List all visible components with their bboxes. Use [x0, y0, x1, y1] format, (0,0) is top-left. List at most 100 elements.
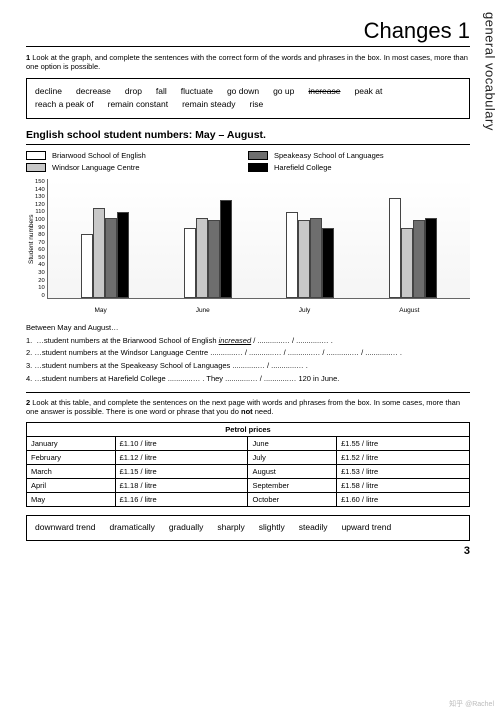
y-tick: 110 [35, 209, 45, 215]
bar-group [389, 198, 437, 298]
table-cell: February [27, 451, 116, 465]
bar [196, 218, 208, 298]
legend-item: Briarwood School of English [26, 151, 248, 160]
legend-swatch [248, 151, 268, 160]
word-box-2: downward trenddramaticallygraduallysharp… [26, 515, 470, 541]
vocab-word: dramatically [109, 521, 154, 535]
page-number: 3 [26, 545, 470, 557]
x-tick: May [94, 307, 106, 314]
vocab-word: slightly [259, 521, 285, 535]
y-axis-label: Student numbers [26, 179, 35, 299]
bar [93, 208, 105, 298]
instruction-1-text: Look at the graph, and complete the sent… [26, 53, 468, 71]
y-tick: 40 [35, 262, 45, 268]
instruction-1: 1 Look at the graph, and complete the se… [26, 53, 470, 72]
x-tick: August [399, 307, 419, 314]
table-row: March£1.15 / litreAugust£1.53 / litre [27, 465, 470, 479]
table-cell: £1.12 / litre [115, 451, 248, 465]
bar [208, 220, 220, 298]
y-tick: 20 [35, 278, 45, 284]
y-tick: 60 [35, 247, 45, 253]
y-axis: 1501401301201101009080706050403020100 [35, 179, 47, 299]
bar [298, 220, 310, 298]
legend-item: Harefield College [248, 163, 470, 172]
legend-swatch [26, 163, 46, 172]
bar-group [286, 212, 334, 298]
vocab-word: fall [156, 85, 167, 99]
questions-block: Between May and August… 1. …student numb… [26, 322, 470, 386]
table-cell: £1.60 / litre [337, 493, 470, 507]
vocab-word: rise [249, 98, 263, 112]
vocab-word: remain constant [108, 98, 168, 112]
bar [322, 228, 334, 298]
table-row: January£1.10 / litreJune£1.55 / litre [27, 437, 470, 451]
word-box-1: decline decrease drop fall fluctuate go down g… [26, 78, 470, 119]
vocab-word: remain steady [182, 98, 235, 112]
table-row: May£1.16 / litreOctober£1.60 / litre [27, 493, 470, 507]
y-tick: 130 [35, 194, 45, 200]
table-cell: £1.58 / litre [337, 479, 470, 493]
vocab-word: decrease [76, 85, 111, 99]
table-cell: £1.16 / litre [115, 493, 248, 507]
vocab-word: drop [125, 85, 142, 99]
legend-item: Speakeasy School of Languages [248, 151, 470, 160]
table-cell: January [27, 437, 116, 451]
vocab-word: go up [273, 85, 294, 99]
vocab-word: increase [308, 85, 340, 99]
table-cell: September [248, 479, 337, 493]
instruction-2-text: Look at this table, and complete the sen… [26, 398, 460, 416]
table-row: April£1.18 / litreSeptember£1.58 / litre [27, 479, 470, 493]
x-tick: June [196, 307, 210, 314]
instruction-2: 2 Look at this table, and complete the s… [26, 398, 470, 417]
q1: 1. …student numbers at the Briarwood Sch… [26, 335, 470, 348]
x-tick: July [299, 307, 311, 314]
legend-label: Harefield College [274, 163, 332, 172]
table-cell: March [27, 465, 116, 479]
bar-group [81, 208, 129, 298]
bar [81, 234, 93, 298]
y-tick: 150 [35, 179, 45, 185]
q2: 2. …student numbers at the Windsor Langu… [26, 347, 470, 360]
petrol-table: Petrol prices January£1.10 / litreJune£1… [26, 422, 470, 507]
bar-chart: Student numbers 150140130120110100908070… [26, 179, 470, 299]
table-cell: £1.15 / litre [115, 465, 248, 479]
bar [425, 218, 437, 298]
vocab-word: sharply [217, 521, 244, 535]
table-cell: £1.10 / litre [115, 437, 248, 451]
worksheet-page: general vocabulary Changes 1 1 Look at t… [0, 0, 500, 712]
vocab-word: steadily [299, 521, 328, 535]
chart-legend: Briarwood School of EnglishSpeakeasy Sch… [26, 151, 470, 175]
table-row: February£1.12 / litreJuly£1.52 / litre [27, 451, 470, 465]
q4: 4. …student numbers at Harefield College… [26, 373, 470, 386]
y-tick: 80 [35, 232, 45, 238]
petrol-header: Petrol prices [27, 423, 470, 437]
q3: 3. …student numbers at the Speakeasy Sch… [26, 360, 470, 373]
vocab-word: decline [35, 85, 62, 99]
watermark: 知乎 @Rachel [449, 699, 494, 709]
table-cell: August [248, 465, 337, 479]
y-tick: 10 [35, 285, 45, 291]
bar [220, 200, 232, 298]
vocab-word: peak at [355, 85, 383, 99]
y-tick: 50 [35, 255, 45, 261]
bar [310, 218, 322, 298]
y-tick: 70 [35, 240, 45, 246]
table-cell: June [248, 437, 337, 451]
bar [401, 228, 413, 298]
between-line: Between May and August… [26, 322, 470, 335]
y-tick: 0 [35, 293, 45, 299]
plot-area [47, 179, 470, 299]
x-axis: May June July August [26, 305, 470, 314]
table-cell: October [248, 493, 337, 507]
table-cell: £1.55 / litre [337, 437, 470, 451]
bar [389, 198, 401, 298]
vocab-word: fluctuate [181, 85, 213, 99]
vocab-word: go down [227, 85, 259, 99]
legend-item: Windsor Language Centre [26, 163, 248, 172]
bar [184, 228, 196, 298]
divider [26, 392, 470, 393]
y-tick: 30 [35, 270, 45, 276]
page-title: Changes 1 [26, 18, 470, 47]
bar [117, 212, 129, 298]
bar-group [184, 200, 232, 298]
